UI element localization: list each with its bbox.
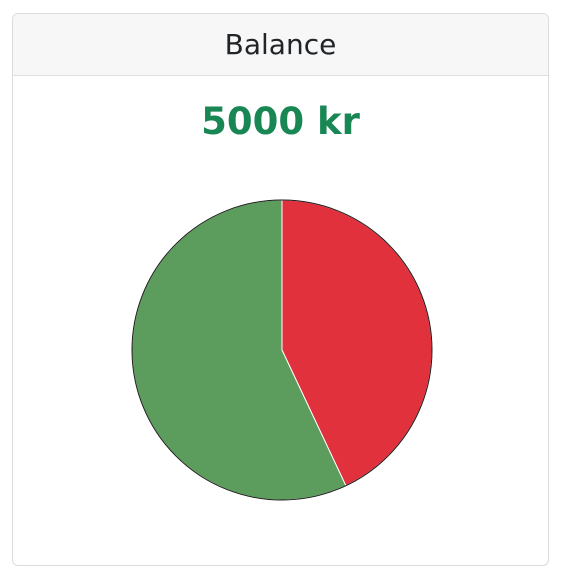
balance-amount: 5000 kr xyxy=(201,100,360,143)
card-header: Balance xyxy=(13,14,548,76)
pie-chart xyxy=(13,76,548,565)
card-body: 5000 kr xyxy=(13,76,548,565)
card-title: Balance xyxy=(224,28,337,61)
balance-card: Balance 5000 kr xyxy=(12,13,549,566)
pie-chart-svg xyxy=(131,199,433,501)
pie-outline xyxy=(131,199,433,501)
